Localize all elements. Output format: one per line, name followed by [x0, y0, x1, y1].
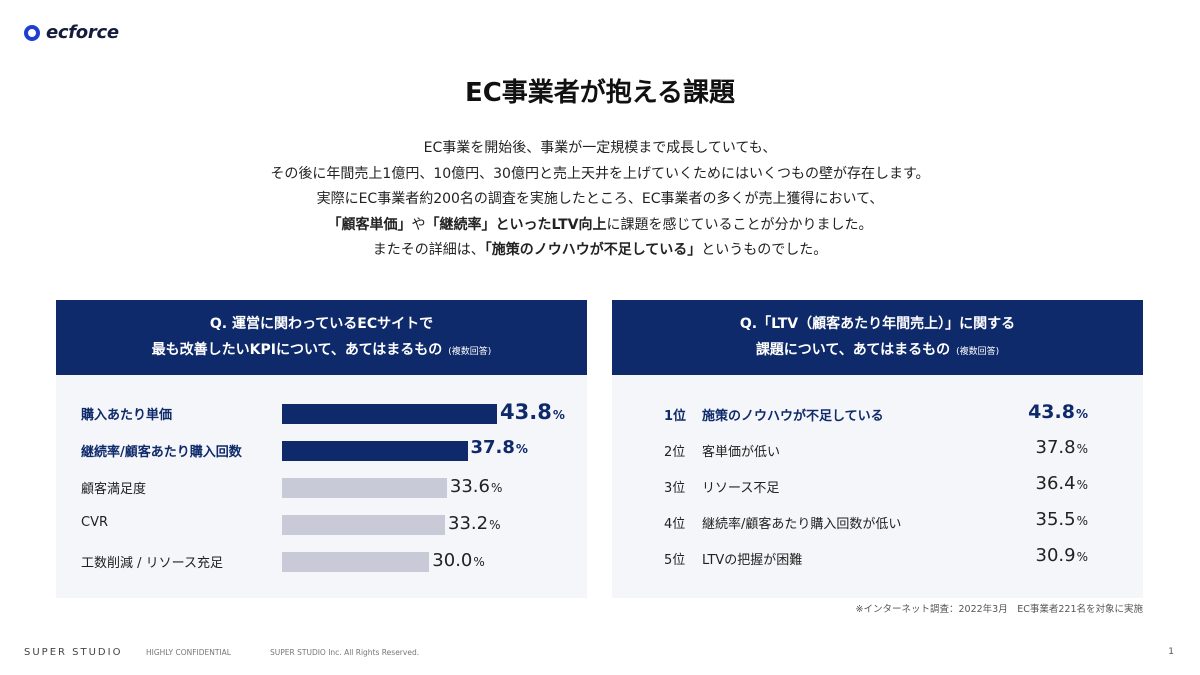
- ranking-category-label: 継続率/顧客あたり購入回数が低い: [702, 517, 902, 532]
- intro-emphasis-1: 「顧客単価」: [327, 216, 412, 233]
- percent-sign: %: [1076, 550, 1088, 564]
- ranking-value-label: 37.8%: [1036, 437, 1088, 458]
- percent-sign: %: [1075, 407, 1088, 421]
- intro-emphasis-2: 「継続率」といったLTV向上: [425, 216, 607, 233]
- ltv-question-line-2-wrap: 課題について、あてはまるもの (複数回答): [756, 337, 999, 365]
- bar: [282, 441, 468, 461]
- ltv-question-line-2: 課題について、あてはまるもの: [755, 341, 951, 358]
- intro-line-5-start: またその詳細は、: [372, 242, 485, 258]
- bar-row: 継続率/顧客あたり購入回数 37.8%: [56, 437, 587, 461]
- rank-label: 5位: [664, 553, 686, 568]
- ranking-value-label: 30.9%: [1036, 545, 1088, 566]
- bar-row: 顧客満足度 33.6%: [56, 476, 587, 498]
- ranking-category-label: 施策のノウハウが不足している: [702, 409, 884, 424]
- bar-value-label: 30.0%: [432, 550, 484, 571]
- brand-logo: ecforce: [24, 22, 119, 43]
- bar-value-number: 37.8: [470, 437, 515, 458]
- kpi-question-header: Q. 運営に関わっているECサイトで 最も改善したいKPIについて、あてはまるも…: [56, 300, 587, 375]
- ranking-value-number: 43.8: [1028, 401, 1075, 423]
- ltv-question-note: (複数回答): [956, 346, 1000, 357]
- ranking-value-number: 35.5: [1035, 509, 1076, 530]
- percent-sign: %: [489, 518, 501, 532]
- bar-row: 購入あたり単価 43.8%: [56, 400, 587, 424]
- intro-line-1: EC事業を開始後、事業が一定規模まで成長していても、: [423, 140, 777, 156]
- intro-line-2: その後に年間売上1億円、10億円、30億円と売上天井を上げていくためにはいくつも…: [270, 165, 930, 182]
- intro-line-4-end: に課題を感じていることが分かりました。: [606, 216, 873, 233]
- logo-text: ecforce: [46, 22, 119, 43]
- bar: [282, 552, 430, 572]
- bar-row: CVR 33.2%: [56, 513, 587, 535]
- bar-value-number: 33.6: [449, 476, 490, 497]
- page-title: EC事業者が抱える課題: [464, 78, 736, 108]
- bar-category-label: 工数削減 / リソース充足: [81, 556, 223, 571]
- kpi-question-line-2: 最も改善したいKPIについて、あてはまるもの: [151, 341, 443, 358]
- ltv-question-line-1: Q.「LTV（顧客あたり年間売上）」に関する: [739, 315, 1016, 332]
- footer-copyright: SUPER STUDIO Inc. All Rights Reserved.: [270, 648, 420, 657]
- source-note: ※インターネット調査：2022年3月 EC事業者221名を対象に実施: [855, 604, 1143, 615]
- bar-value-label: 43.8%: [500, 400, 565, 424]
- percent-sign: %: [1076, 442, 1088, 456]
- ranking-category-label: LTVの把握が困難: [702, 553, 803, 568]
- page-number: 1: [1168, 647, 1174, 657]
- bar: [282, 515, 445, 535]
- percent-sign: %: [1076, 514, 1088, 528]
- intro-text: EC事業を開始後、事業が一定規模まで成長していても、 その後に年間売上1億円、1…: [0, 136, 1200, 264]
- rank-label: 3位: [664, 481, 686, 496]
- bar-category-label: CVR: [81, 515, 109, 530]
- ranking-row: 3位 リソース不足 36.4%: [612, 473, 1143, 497]
- percent-sign: %: [552, 408, 565, 422]
- ranking-row: 4位 継続率/顧客あたり購入回数が低い 35.5%: [612, 509, 1143, 533]
- percent-sign: %: [1076, 478, 1088, 492]
- intro-line-5-end: というものでした。: [701, 242, 828, 258]
- ranking-value-number: 30.9: [1035, 545, 1076, 566]
- bar-value-number: 30.0: [432, 550, 473, 571]
- percent-sign: %: [515, 442, 528, 456]
- bar: [282, 478, 447, 498]
- footer: SUPER STUDIO HIGHLY CONFIDENTIAL SUPER S…: [0, 647, 1200, 659]
- intro-line-3: 実際にEC事業者約200名の調査を実施したところ、EC事業者の多くが売上獲得にお…: [316, 191, 884, 207]
- bar-category-label: 購入あたり単価: [81, 408, 173, 423]
- bar-value-label: 33.2%: [448, 513, 500, 534]
- kpi-question-line-2-wrap: 最も改善したいKPIについて、あてはまるもの (複数回答): [152, 337, 492, 365]
- ltv-question-header: Q.「LTV（顧客あたり年間売上）」に関する 課題について、あてはまるもの (複数…: [612, 300, 1143, 375]
- ranking-value-label: 35.5%: [1036, 509, 1088, 530]
- bar-value-number: 33.2: [448, 513, 489, 534]
- rank-label: 1位: [664, 409, 687, 424]
- ranking-row: 2位 客単価が低い 37.8%: [612, 437, 1143, 461]
- intro-connector: や: [411, 216, 426, 233]
- footer-brand: SUPER STUDIO: [24, 647, 123, 658]
- rank-label: 4位: [664, 517, 686, 532]
- percent-sign: %: [490, 481, 503, 495]
- bar-value-label: 37.8%: [471, 437, 528, 458]
- ranking-value-number: 37.8: [1035, 437, 1076, 458]
- logo-mark-icon: [24, 24, 40, 41]
- footer-confidential: HIGHLY CONFIDENTIAL: [146, 648, 231, 657]
- bar-row: 工数削減 / リソース充足 30.0%: [56, 550, 587, 572]
- ltv-ranking-panel: Q.「LTV（顧客あたり年間売上）」に関する 課題について、あてはまるもの (複数…: [612, 300, 1143, 598]
- ranking-value-label: 36.4%: [1036, 473, 1088, 494]
- bar: [282, 404, 497, 424]
- ranking-category-label: 客単価が低い: [702, 445, 781, 460]
- bar-value-number: 43.8: [500, 400, 552, 424]
- ranking-value-label: 43.8%: [1028, 401, 1088, 423]
- kpi-question-line-1: Q. 運営に関わっているECサイトで: [209, 315, 434, 332]
- bar-category-label: 顧客満足度: [81, 482, 147, 497]
- bar-value-label: 33.6%: [450, 476, 502, 497]
- kpi-bar-chart-panel: Q. 運営に関わっているECサイトで 最も改善したいKPIについて、あてはまるも…: [56, 300, 587, 598]
- ranking-value-number: 36.4: [1035, 473, 1076, 494]
- intro-line-5: またその詳細は、「施策のノウハウが不足している」というものでした。: [0, 238, 1200, 264]
- percent-sign: %: [473, 555, 485, 569]
- kpi-question-note: (複数回答): [448, 346, 492, 357]
- ranking-row: 1位 施策のノウハウが不足している 43.8%: [612, 401, 1143, 425]
- intro-line-4: 「顧客単価」や「継続率」といったLTV向上に課題を感じていることが分かりました。: [0, 213, 1200, 239]
- intro-emphasis-3: 「施策のノウハウが不足している」: [484, 242, 702, 258]
- bar-category-label: 継続率/顧客あたり購入回数: [81, 445, 242, 460]
- ranking-row: 5位 LTVの把握が困難 30.9%: [612, 545, 1143, 569]
- rank-label: 2位: [664, 445, 686, 460]
- ranking-category-label: リソース不足: [702, 481, 780, 496]
